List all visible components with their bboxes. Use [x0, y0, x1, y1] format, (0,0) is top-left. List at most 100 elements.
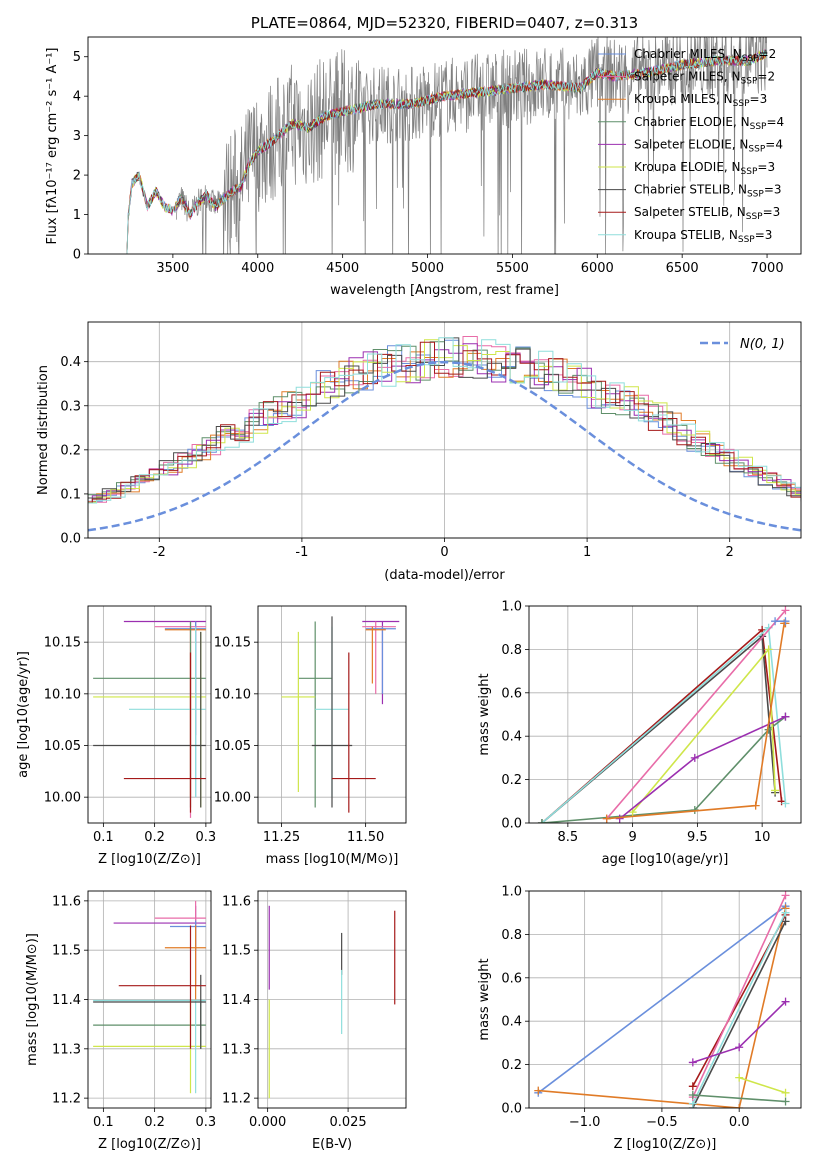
hist-series-orange	[88, 351, 801, 503]
hist-plot	[88, 336, 801, 532]
error-bar-point	[365, 626, 386, 684]
mass-vs-ebv-xlabel: E(B-V)	[312, 1137, 352, 1152]
y-tick-label: 0.4	[501, 1015, 522, 1030]
hist-series-blue	[88, 339, 801, 502]
weight-series-line	[606, 609, 787, 820]
hist-series-green	[88, 341, 801, 503]
y-tick-label: 11.3	[222, 1042, 251, 1057]
legend-entry: Kroupa ELODIE, NSSP=3	[634, 160, 775, 177]
x-tick-label: 0.000	[249, 1115, 286, 1130]
weight-marker	[771, 617, 780, 626]
error-bar-point	[123, 652, 206, 813]
y-tick-label: 0.2	[501, 1058, 522, 1073]
axes-residuals: -2 -1 0 1 2 0.0 0.1 0.2 0.3 0.4 N(0, 1)	[60, 321, 802, 560]
weight-marker	[781, 712, 790, 721]
weight-series-line	[606, 622, 786, 820]
x-tick-label: 11.50	[347, 830, 384, 845]
axes-mass-vs-ebv: 0.000 0.025 11.2 11.3 11.4 11.5 11.6	[222, 890, 407, 1130]
y-tick-label: 0.8	[501, 643, 522, 658]
x-tick-label: 0.0	[729, 1115, 750, 1130]
weight-series-line	[692, 1094, 786, 1103]
y-tick-label: 0.1	[60, 487, 81, 502]
y-tick-label: 0.0	[501, 1102, 522, 1117]
error-bar-point	[365, 626, 396, 694]
spectrum-legend: Chabrier MILES, NSSP=2 Salpeter MILES, NS…	[598, 47, 784, 245]
error-bar-point	[93, 999, 206, 1049]
y-tick-label: 2	[73, 169, 81, 184]
error-bar-point	[298, 621, 332, 808]
axes-frame	[257, 605, 407, 824]
residuals-ylabel: Normed distribution	[36, 365, 51, 495]
x-tick-label: 5500	[496, 261, 529, 276]
spectrum-xlabel: wavelength [Angstrom, rest frame]	[330, 283, 559, 298]
spectrum-plot	[126, 37, 768, 254]
mass-vs-z-xlabel: Z [log10(Z/Z⊙)]	[98, 1137, 201, 1152]
legend-entry: Salpeter MILES, NSSP=2	[634, 70, 775, 87]
error-bar-point	[93, 999, 206, 1094]
weight-series-line	[692, 894, 787, 1098]
x-tick-label: 0	[440, 545, 448, 560]
weight-marker	[781, 617, 790, 626]
axes-spectrum: 3500 4000 4500 5000 5500 6000 6500 7000 0 1 2 3 4 5 Ch…	[73, 36, 802, 276]
error-bar-point	[332, 652, 376, 813]
weight-vs-age-ylabel: mass weight	[477, 673, 492, 755]
y-tick-label: 3	[73, 129, 81, 144]
legend-entry: Salpeter ELODIE, NSSP=4	[634, 137, 783, 154]
legend-entry: Kroupa STELIB, NSSP=3	[634, 228, 772, 245]
weight-marker	[615, 814, 624, 823]
weight-vs-z-ylabel: mass weight	[477, 958, 492, 1040]
weight-series-line	[537, 905, 786, 1094]
mass-vs-ebv-plot	[268, 905, 396, 1099]
axes-frame	[87, 605, 212, 824]
weight-marker	[690, 753, 699, 762]
x-tick-label: 9.5	[687, 830, 708, 845]
mass-vs-z-ylabel: mass [log10(M/M⊙)]	[25, 933, 40, 1066]
weight-marker	[781, 799, 790, 808]
x-tick-label: 4000	[241, 261, 274, 276]
x-tick-label: 8.5	[558, 830, 579, 845]
x-tick-label: 11.25	[263, 830, 300, 845]
y-tick-label: 0.0	[60, 532, 81, 547]
y-tick-label: 11.5	[52, 944, 81, 959]
legend-entry: Chabrier MILES, NSSP=2	[634, 47, 776, 64]
y-tick-label: 10.10	[44, 687, 81, 702]
weight-marker	[602, 814, 611, 823]
x-tick-label: 2	[726, 545, 734, 560]
x-tick-label: 4500	[326, 261, 359, 276]
x-tick-label: 5000	[411, 261, 444, 276]
error-bar-point	[93, 999, 206, 1094]
x-tick-label: -1	[295, 545, 308, 560]
residuals-xlabel: (data-model)/error	[384, 568, 505, 583]
weight-marker	[781, 1088, 790, 1097]
weight-vs-age-xlabel: age [log10(age/yr)]	[602, 852, 729, 867]
error-bar-point	[93, 974, 206, 1049]
weight-marker	[781, 908, 790, 917]
hist-series-cyan	[88, 337, 801, 504]
x-tick-label: −1.0	[569, 1115, 601, 1130]
x-tick-label: −0.5	[646, 1115, 678, 1130]
y-tick-label: 0.4	[60, 355, 81, 370]
axes-frame	[528, 890, 802, 1109]
spectrum-ylabel: Flux [fλ10⁻¹⁷ erg cm⁻² s⁻¹ A⁻¹]	[45, 48, 60, 245]
weight-marker	[781, 606, 790, 615]
weight-marker	[537, 819, 546, 823]
weight-marker	[781, 1097, 790, 1106]
y-tick-label: 11.6	[222, 894, 251, 909]
data-spectrum-line	[175, 37, 768, 254]
normal-curve	[88, 360, 801, 532]
axes-age-vs-z: 0.1 0.2 0.3 10.00 10.05 10.10 10.15	[44, 605, 216, 845]
legend-entry: Chabrier STELIB, NSSP=3	[634, 183, 782, 200]
weight-marker	[688, 1082, 697, 1091]
weight-series-line	[541, 626, 787, 823]
y-tick-label: 0.6	[501, 686, 522, 701]
y-tick-label: 11.4	[52, 993, 81, 1008]
error-bar-point	[129, 626, 206, 798]
weight-marker	[628, 808, 637, 817]
weight-marker	[735, 1104, 744, 1108]
hist-series-red	[88, 341, 801, 504]
weight-vs-age-plot	[537, 606, 790, 823]
age-vs-mass-plot	[281, 616, 400, 813]
weight-vs-z-plot	[534, 891, 790, 1108]
weight-vs-z-xlabel: Z [log10(Z/Z⊙)]	[614, 1137, 717, 1152]
x-tick-label: 7000	[751, 261, 784, 276]
